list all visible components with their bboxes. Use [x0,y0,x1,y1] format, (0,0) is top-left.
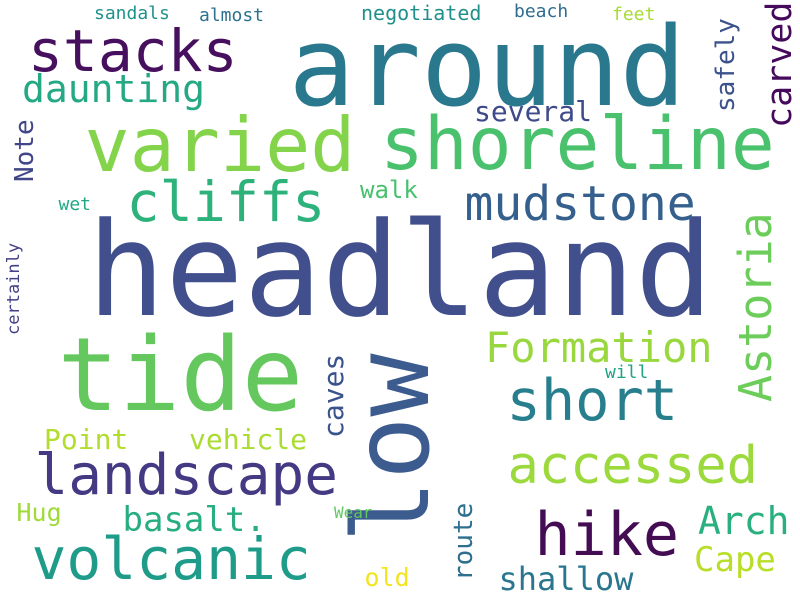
word-wear: Wear [334,503,373,522]
word-daunting: daunting [22,67,206,111]
word-around: around [288,3,686,131]
word-headland: headland [87,194,714,346]
word-caves: caves [317,353,350,438]
word-vehicle: vehicle [189,423,308,456]
word-stacks: stacks [28,17,238,85]
word-sandals: sandals [94,3,170,24]
word-shoreline: shoreline [380,102,775,187]
word-mudstone: mudstone [464,176,696,232]
word-hike: hike [534,500,680,570]
word-route: route [449,502,479,581]
word-safely: safely [711,18,741,112]
word-several: several [474,95,593,128]
word-negotiated: negotiated [361,1,482,25]
word-volcanic: volcanic [31,525,311,593]
word-shallow: shallow [498,560,634,598]
word-old: old [364,563,410,592]
word-walk: walk [360,176,418,204]
word-tide: tide [57,316,304,435]
word-note: Note [10,118,40,182]
word-varied: varied [84,101,356,189]
word-certainly: certainly [4,242,24,335]
word-landscape: landscape [34,443,338,508]
word-carved: carved [760,1,800,128]
word-feet: feet [612,4,656,25]
word-beach: beach [514,1,569,22]
word-point: Point [44,423,129,456]
word-short: short [506,368,679,434]
word-arch: Arch [698,499,790,543]
word-cliffs: cliffs [126,170,326,234]
word-will: will [605,362,649,383]
word-cape: Cape [694,540,776,580]
word-wet: wet [58,194,92,215]
word-accessed: accessed [507,436,758,496]
word-hug: Hug [16,498,62,527]
word-astoria: Astoria [729,212,782,402]
word-basalt: basalt. [122,500,266,540]
word-almost: almost [199,5,265,26]
word-formation: Formation [485,323,713,372]
